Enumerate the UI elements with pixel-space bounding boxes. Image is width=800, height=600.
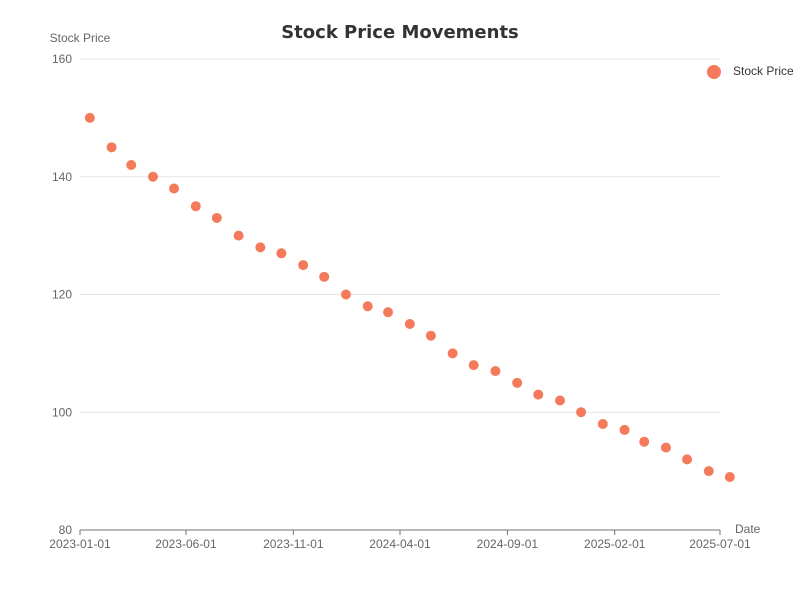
- data-point[interactable]: [106, 142, 117, 153]
- data-point[interactable]: [512, 377, 523, 388]
- data-point[interactable]: [447, 348, 458, 359]
- data-point[interactable]: [362, 301, 373, 312]
- data-point[interactable]: [84, 112, 95, 123]
- points-layer: [84, 112, 735, 483]
- y-tick-label: 120: [52, 288, 72, 302]
- data-point[interactable]: [211, 212, 222, 223]
- x-tick-label: 2023-01-01: [49, 537, 111, 551]
- x-tick-label: 2025-02-01: [584, 537, 646, 551]
- data-point[interactable]: [660, 442, 671, 453]
- data-point[interactable]: [576, 407, 587, 418]
- x-tick-label: 2023-06-01: [155, 537, 217, 551]
- chart-title: Stock Price Movements: [281, 22, 519, 43]
- data-point[interactable]: [639, 436, 650, 447]
- data-point[interactable]: [383, 307, 394, 318]
- data-point[interactable]: [425, 330, 436, 341]
- legend-label: Stock Price: [733, 64, 794, 78]
- data-point[interactable]: [233, 230, 244, 241]
- data-point[interactable]: [255, 242, 266, 253]
- x-tick-label: 2024-09-01: [477, 537, 539, 551]
- data-point[interactable]: [319, 271, 330, 282]
- data-point[interactable]: [703, 466, 714, 477]
- data-point[interactable]: [147, 171, 158, 182]
- data-point[interactable]: [597, 419, 608, 430]
- data-point[interactable]: [298, 260, 309, 271]
- data-point[interactable]: [724, 472, 735, 483]
- data-point[interactable]: [533, 389, 544, 400]
- axis-layer: 80 100 120 140 160 2023-01-01 2023-06-01 2023-1…: [49, 52, 751, 551]
- y-tick-label: 80: [59, 523, 73, 537]
- data-point[interactable]: [468, 360, 479, 371]
- x-tick-label: 2025-07-01: [689, 537, 751, 551]
- y-axis-label: Stock Price: [50, 31, 111, 45]
- x-tick-label: 2023-11-01: [263, 537, 324, 551]
- y-tick-label: 140: [52, 170, 72, 184]
- x-axis-label: Date: [735, 522, 761, 536]
- y-tick-label: 160: [52, 52, 72, 66]
- legend-marker: [707, 65, 721, 79]
- data-point[interactable]: [169, 183, 180, 194]
- data-point[interactable]: [190, 201, 201, 212]
- data-point[interactable]: [490, 366, 501, 377]
- data-point[interactable]: [276, 248, 287, 259]
- grid-layer: [80, 58, 720, 413]
- data-point[interactable]: [619, 424, 630, 435]
- data-point[interactable]: [555, 395, 565, 406]
- data-point[interactable]: [340, 289, 351, 300]
- data-point[interactable]: [682, 454, 693, 465]
- y-tick-label: 100: [52, 405, 72, 419]
- legend[interactable]: Stock Price: [707, 64, 794, 79]
- x-tick-label: 2024-04-01: [369, 537, 431, 551]
- data-point[interactable]: [404, 318, 415, 329]
- data-point[interactable]: [126, 159, 137, 170]
